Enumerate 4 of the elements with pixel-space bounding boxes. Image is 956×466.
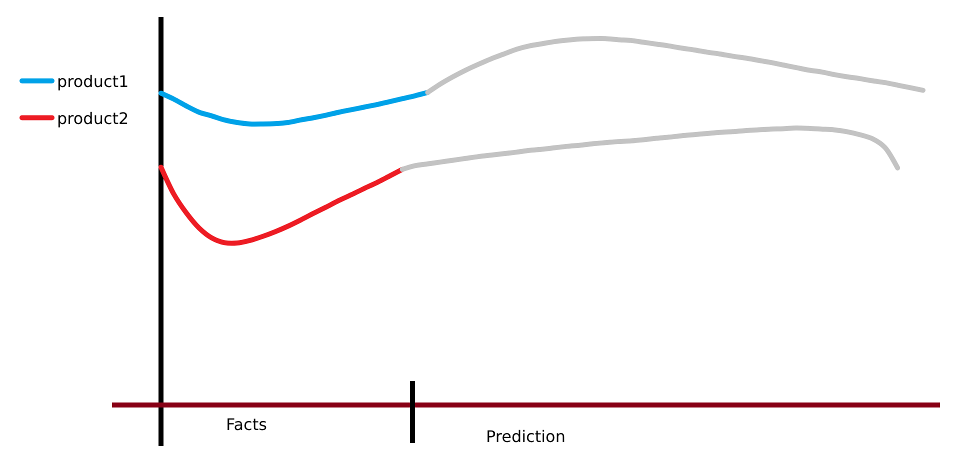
legend-label: product1 bbox=[57, 72, 129, 92]
legend-label: product2 bbox=[57, 108, 129, 128]
text: Prediction bbox=[486, 427, 566, 446]
text: Facts bbox=[226, 415, 267, 434]
